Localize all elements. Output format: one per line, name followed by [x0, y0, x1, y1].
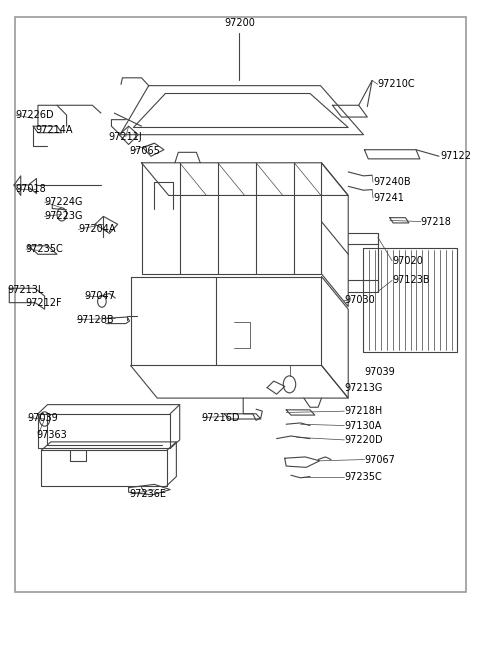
Text: 97067: 97067 — [364, 455, 396, 464]
Text: 97224G: 97224G — [45, 197, 83, 207]
Text: 97130A: 97130A — [345, 421, 382, 430]
Text: 97065: 97065 — [130, 146, 160, 156]
Text: 97018: 97018 — [15, 184, 46, 194]
Text: 97039: 97039 — [364, 367, 395, 377]
Text: 97235C: 97235C — [345, 472, 382, 481]
Text: 97030: 97030 — [345, 295, 375, 305]
Text: 97128B: 97128B — [76, 314, 114, 325]
Text: 97226D: 97226D — [15, 110, 54, 120]
Text: 97047: 97047 — [84, 291, 115, 301]
Text: 97241: 97241 — [373, 193, 404, 203]
Text: 97218: 97218 — [421, 217, 452, 227]
Text: 97204A: 97204A — [78, 225, 116, 234]
Text: 97220D: 97220D — [345, 435, 383, 445]
Text: 97235C: 97235C — [25, 244, 63, 254]
Text: 97363: 97363 — [36, 430, 67, 440]
Text: 97212F: 97212F — [25, 297, 62, 308]
Text: 97122: 97122 — [440, 151, 471, 161]
Text: 97218H: 97218H — [345, 406, 383, 416]
Text: 97039: 97039 — [27, 413, 58, 422]
Text: 97236E: 97236E — [130, 489, 167, 499]
Text: 97216D: 97216D — [201, 413, 240, 422]
Text: 97213G: 97213G — [345, 383, 383, 392]
Text: 97123B: 97123B — [392, 276, 430, 286]
Text: 97240B: 97240B — [373, 178, 411, 187]
Text: 97210C: 97210C — [378, 79, 416, 89]
Text: 97020: 97020 — [392, 256, 423, 266]
Text: 97223G: 97223G — [45, 212, 83, 221]
Text: 97200: 97200 — [224, 18, 255, 28]
Bar — [15, 17, 466, 592]
Text: 97213L: 97213L — [8, 284, 44, 295]
Text: 97211J: 97211J — [108, 132, 142, 141]
Text: 97214A: 97214A — [35, 125, 72, 135]
